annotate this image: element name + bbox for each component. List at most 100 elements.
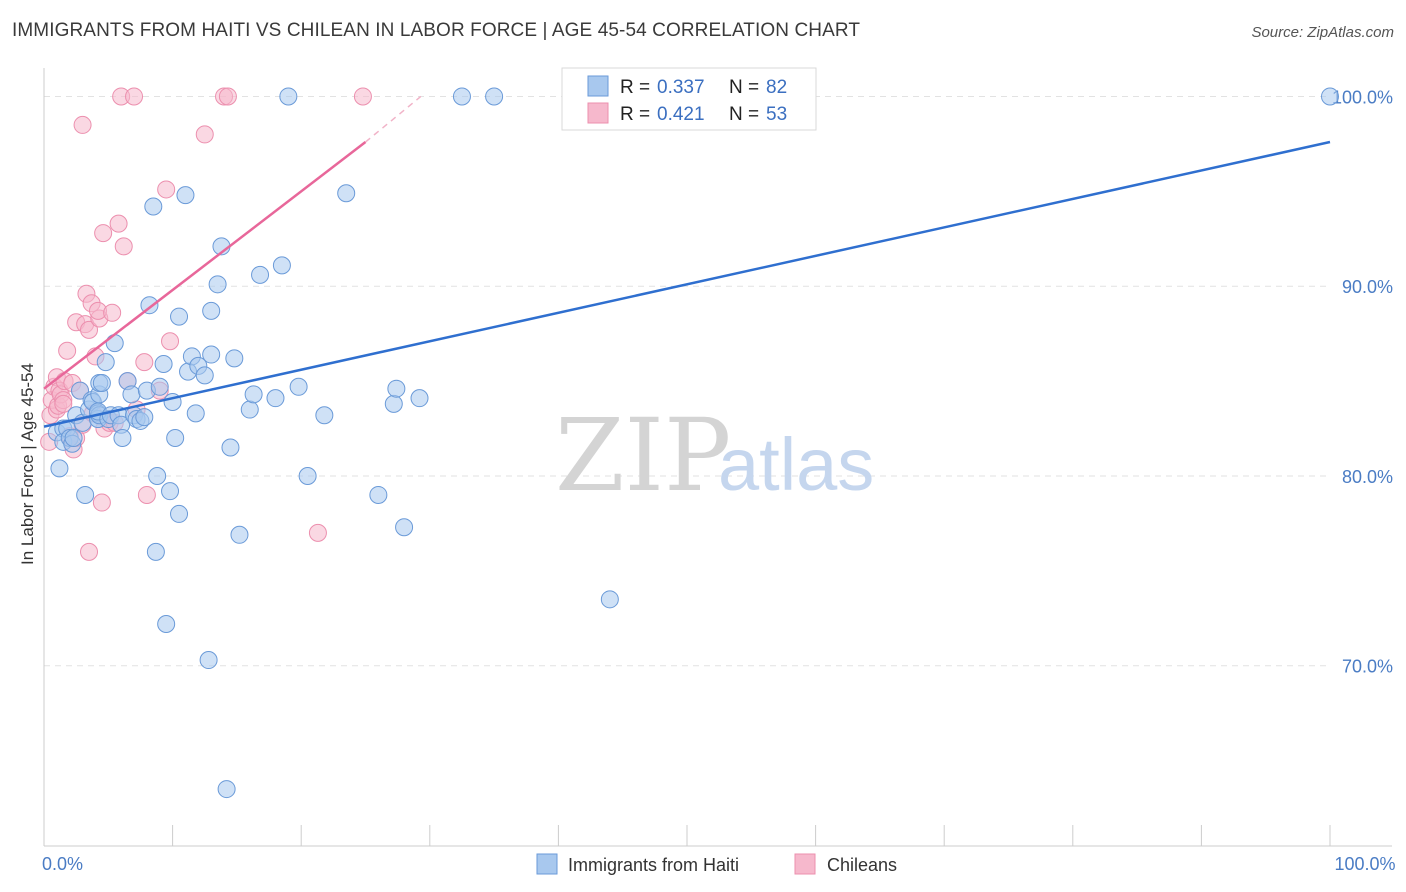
- haiti-point: [154, 355, 173, 374]
- chileans-point: [92, 493, 111, 512]
- haiti-point: [240, 400, 259, 419]
- chileans-point: [114, 237, 133, 256]
- chileans-point: [125, 87, 144, 106]
- haiti-point: [315, 406, 334, 425]
- haiti-point: [195, 366, 214, 385]
- haiti-point: [176, 186, 195, 205]
- haiti-point: [199, 651, 218, 670]
- haiti-point: [266, 389, 285, 408]
- watermark-zip: ZIP: [555, 397, 731, 514]
- haiti-point: [384, 394, 403, 413]
- legend: R = 0.337 N = 82 R = 0.421 N = 53: [561, 67, 817, 131]
- haiti-point: [395, 518, 414, 537]
- haiti-point: [170, 504, 189, 523]
- haiti-point: [166, 429, 185, 448]
- y-tick-label: 70.0%: [1342, 657, 1393, 677]
- haiti-point: [148, 466, 167, 485]
- chileans-point: [94, 224, 113, 243]
- haiti-point: [76, 485, 95, 504]
- chileans-point: [80, 320, 99, 339]
- watermark-atlas: atlas: [718, 423, 874, 506]
- y-tick-label: 80.0%: [1342, 467, 1393, 487]
- haiti-point: [105, 334, 124, 353]
- x-tick-label: 0.0%: [42, 854, 83, 874]
- haiti-point: [157, 614, 176, 633]
- y-tick-label: 100.0%: [1332, 87, 1393, 107]
- legend-n-label-haiti: N =: [729, 77, 759, 98]
- legend-swatch-chileans: [587, 102, 609, 124]
- haiti-point: [135, 408, 154, 427]
- chileans-point: [195, 125, 214, 144]
- haiti-point: [452, 87, 471, 106]
- haiti-point: [225, 349, 244, 368]
- trend-lines: [43, 95, 1331, 428]
- haiti-point: [289, 377, 308, 396]
- haiti-point: [230, 525, 249, 544]
- bottom-legend-swatch-chileans: [794, 853, 816, 875]
- haiti-point: [140, 296, 159, 315]
- chileans-trend-line: [43, 141, 367, 390]
- haiti-point: [279, 87, 298, 106]
- legend-r-label-chileans: R =: [620, 104, 650, 125]
- bottom-legend: Immigrants from Haiti Chileans: [536, 853, 897, 875]
- chileans-point: [308, 523, 327, 542]
- haiti-point: [387, 379, 406, 398]
- tick-labels: 70.0% 80.0% 90.0% 100.0% 0.0% 100.0%: [42, 87, 1396, 874]
- bottom-legend-label-chileans: Chileans: [827, 855, 897, 875]
- haiti-point: [202, 301, 221, 320]
- haiti-point: [92, 373, 111, 392]
- axes: [43, 68, 1392, 847]
- chileans-trend-extension: [365, 95, 422, 143]
- legend-r-label-haiti: R =: [620, 77, 650, 98]
- chileans-point: [109, 214, 128, 233]
- chileans-point: [218, 87, 237, 106]
- haiti-point: [146, 542, 165, 561]
- chileans-point: [353, 87, 372, 106]
- haiti-point: [251, 265, 270, 284]
- chileans-point: [73, 115, 92, 134]
- haiti-point: [161, 482, 180, 501]
- haiti-point: [113, 429, 132, 448]
- chart-source: Source: ZipAtlas.com: [1251, 24, 1394, 41]
- haiti-point: [337, 184, 356, 203]
- haiti-point: [217, 780, 236, 799]
- haiti-point: [410, 389, 429, 408]
- haiti-point: [1321, 87, 1339, 106]
- haiti-point: [298, 466, 317, 485]
- haiti-point: [369, 485, 388, 504]
- haiti-point: [600, 590, 619, 609]
- chileans-point: [161, 332, 180, 351]
- haiti-point: [122, 385, 141, 404]
- haiti-trend-line: [43, 140, 1331, 428]
- gridlines: [44, 95, 1330, 667]
- haiti-point: [150, 377, 169, 396]
- chileans-point: [137, 485, 156, 504]
- haiti-point: [71, 381, 90, 400]
- haiti-point: [64, 429, 83, 448]
- chart-title: IMMIGRANTS FROM HAITI VS CHILEAN IN LABO…: [12, 20, 861, 41]
- legend-n-value-chileans: 53: [766, 104, 787, 125]
- y-tick-label: 90.0%: [1342, 277, 1393, 297]
- haiti-point: [50, 459, 69, 478]
- haiti-point: [170, 307, 189, 326]
- haiti-point: [96, 353, 115, 372]
- x-tick-label: 100.0%: [1334, 854, 1395, 874]
- watermark: ZIP atlas: [555, 397, 874, 514]
- haiti-point: [202, 345, 221, 364]
- chileans-point: [58, 341, 77, 360]
- haiti-point: [221, 438, 240, 457]
- legend-swatch-haiti: [587, 75, 609, 97]
- bottom-legend-swatch-haiti: [536, 853, 558, 875]
- chileans-point: [157, 180, 176, 199]
- chileans-point: [54, 394, 73, 413]
- chileans-point: [80, 542, 99, 561]
- legend-r-value-haiti: 0.337: [657, 77, 705, 98]
- haiti-point: [186, 404, 205, 423]
- haiti-point: [208, 275, 227, 294]
- haiti-point: [485, 87, 504, 106]
- haiti-point: [244, 385, 263, 404]
- legend-n-label-chileans: N =: [729, 104, 759, 125]
- haiti-point: [272, 256, 291, 275]
- chileans-point: [135, 353, 154, 372]
